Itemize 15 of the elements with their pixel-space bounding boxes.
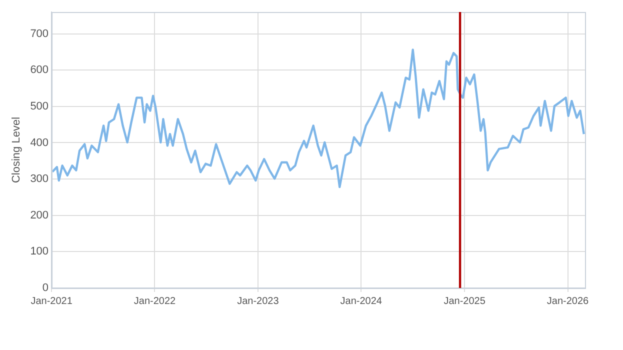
y-tick-label: 200 — [30, 209, 49, 222]
y-tick-label: 0 — [42, 282, 49, 294]
y-tick-label: 700 — [30, 28, 49, 40]
x-tick-label: Jan-2026 — [546, 296, 590, 307]
y-tick-label: 100 — [30, 246, 49, 258]
y-tick-label: 300 — [30, 173, 49, 186]
y-axis-title: Closing Level — [10, 116, 23, 184]
y-tick-label: 600 — [30, 64, 49, 76]
x-tick-label: Jan-2023 — [237, 296, 280, 307]
y-tick-label: 400 — [30, 136, 49, 149]
x-tick-label: Jan-2025 — [444, 296, 486, 307]
x-tick-label: Jan-2022 — [134, 296, 176, 307]
x-tick-label: Jan-2024 — [340, 296, 382, 307]
x-tick-label: Jan-2021 — [30, 296, 73, 307]
y-tick-label: 500 — [30, 100, 49, 112]
